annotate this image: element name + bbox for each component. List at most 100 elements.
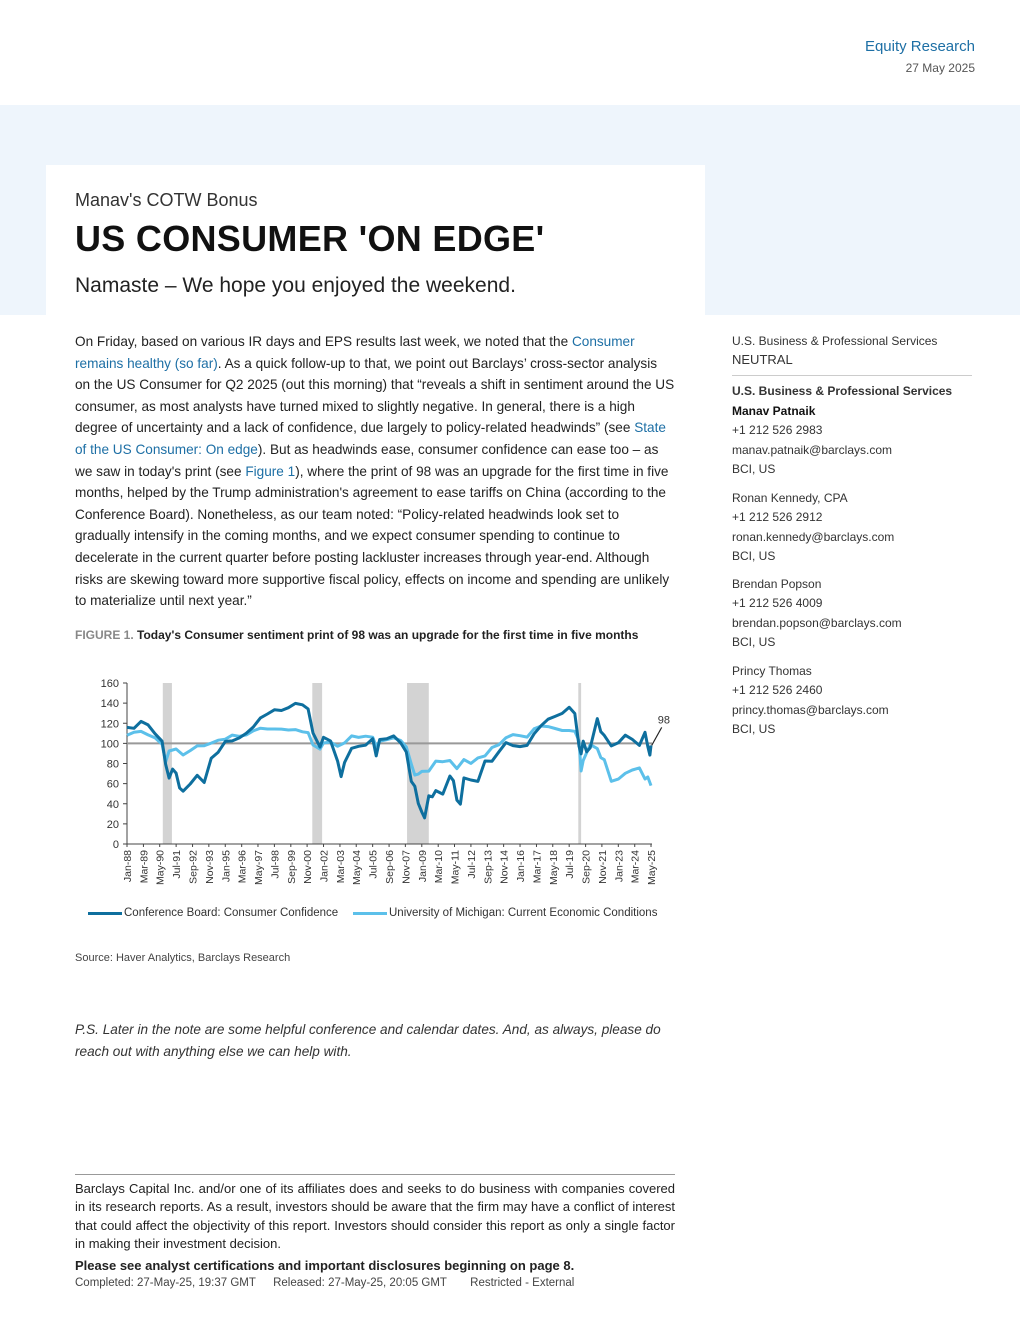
x-tick-label: Jul-05 (368, 850, 380, 879)
analyst-phone: +1 212 526 4009 (732, 596, 823, 611)
analyst-email[interactable]: ronan.kennedy@barclays.com (732, 529, 895, 544)
analyst-phone: +1 212 526 2912 (732, 510, 823, 525)
analyst-card: Princy Thomas +1 212 526 2460 princy.tho… (732, 662, 889, 739)
annotation-label: 98 (658, 714, 670, 726)
figure-source: Source: Haver Analytics, Barclays Resear… (75, 952, 291, 964)
x-tick-label: Nov-93 (204, 850, 216, 884)
analyst-card: Brendan Popson +1 212 526 4009 brendan.p… (732, 575, 902, 652)
x-tick-label: May-25 (646, 850, 658, 885)
y-tick-label: 40 (107, 799, 119, 811)
x-tick-label: Jan-16 (515, 850, 527, 882)
body-paragraph: On Friday, based on various IR days and … (75, 331, 675, 612)
recession-band (407, 683, 429, 844)
y-tick-label: 120 (101, 718, 119, 730)
analyst-card: Ronan Kennedy, CPA +1 212 526 2912 ronan… (732, 489, 894, 566)
page-title: US CONSUMER 'ON EDGE' (75, 218, 545, 259)
legend-label-umich: University of Michigan: Current Economic… (389, 907, 658, 919)
kicker: Manav's COTW Bonus (75, 190, 258, 210)
x-tick-label: Sep-13 (482, 850, 494, 884)
x-tick-label: Mar-96 (237, 850, 249, 883)
x-tick-label: Jan-88 (122, 850, 134, 882)
y-tick-label: 100 (101, 738, 119, 750)
analyst-entity: BCI, US (732, 721, 776, 736)
analyst-name: Princy Thomas (732, 664, 812, 678)
x-tick-label: Mar-89 (138, 850, 150, 883)
x-tick-label: May-97 (253, 850, 265, 885)
body-text-1: On Friday, based on various IR days and … (75, 334, 572, 349)
x-tick-label: Mar-24 (630, 850, 642, 883)
analyst-name: Brendan Popson (732, 577, 822, 591)
y-tick-label: 160 (101, 678, 119, 690)
x-tick-label: Mar-17 (531, 850, 543, 883)
legend-swatch-umich (353, 911, 387, 915)
figure-caption: FIGURE 1. Today's Consumer sentiment pri… (75, 628, 638, 642)
certifications-note: Please see analyst certifications and im… (75, 1258, 575, 1273)
x-tick-label: Jul-98 (269, 850, 281, 879)
x-tick-label: Sep-20 (581, 850, 593, 884)
sidebar-divider (732, 375, 972, 376)
body-text-4: ), where the print of 98 was an upgrade … (75, 463, 670, 609)
analyst-phone: +1 212 526 2460 (732, 683, 823, 698)
x-tick-label: Nov-21 (597, 850, 609, 884)
y-tick-label: 80 (107, 759, 119, 771)
x-tick-label: Sep-99 (286, 850, 298, 884)
y-tick-label: 0 (113, 839, 119, 851)
page-subtitle: Namaste – We hope you enjoyed the weeken… (75, 274, 516, 297)
disclaimer: Barclays Capital Inc. and/or one of its … (75, 1181, 675, 1252)
x-tick-label: Jan-02 (319, 850, 331, 882)
y-tick-label: 60 (107, 779, 119, 791)
analyst-entity: BCI, US (732, 548, 776, 563)
completed-time: Completed: 27-May-25, 19:37 GMT (75, 1277, 256, 1289)
x-tick-label: Sep-92 (188, 850, 200, 884)
legend-item-conference-board: Conference Board: Consumer Confidence (88, 907, 338, 919)
title-card (46, 165, 705, 315)
y-tick-label: 20 (107, 819, 119, 831)
industry-rating: NEUTRAL (732, 352, 793, 367)
body-text-3: ). But as headwinds ease, consumer confi… (75, 441, 659, 479)
x-tick-label: Jul-12 (466, 850, 478, 879)
analyst-email[interactable]: manav.patnaik@barclays.com (732, 442, 893, 457)
x-tick-label: May-04 (351, 850, 363, 885)
analyst-name: Ronan Kennedy, CPA (732, 491, 848, 505)
recession-band (312, 683, 323, 844)
body-text-2: . As a quick follow-up to that, we point… (75, 355, 675, 436)
x-tick-label: Jan-09 (417, 850, 429, 882)
team-link[interactable]: U.S. Business & Professional Services (732, 384, 953, 398)
link-state-of-consumer[interactable]: State of the US Consumer: On edge (75, 420, 666, 457)
x-tick-label: Jan-95 (220, 850, 232, 882)
x-tick-label: Mar-10 (433, 850, 445, 883)
section-label: Equity Research (864, 38, 975, 55)
report-date: 27 May 2025 (905, 61, 975, 75)
x-tick-label: Nov-00 (302, 850, 314, 884)
legend-label-conference-board: Conference Board: Consumer Confidence (124, 907, 339, 919)
footer-divider (75, 1174, 675, 1175)
x-tick-label: May-90 (155, 850, 167, 885)
x-tick-label: Nov-14 (499, 850, 511, 884)
analyst-name: Manav Patnaik (732, 404, 816, 418)
legend-swatch-conference-board (88, 911, 122, 915)
x-tick-label: Jul-91 (171, 850, 183, 879)
conference-board-line (126, 701, 653, 820)
analyst-email[interactable]: brendan.popson@barclays.com (732, 615, 902, 630)
x-tick-label: Nov-07 (400, 850, 412, 884)
analyst-entity: BCI, US (732, 634, 776, 649)
release-meta: Completed: 27-May-25, 19:37 GMT Released… (75, 1277, 588, 1289)
industry-label: U.S. Business & Professional Services (732, 334, 938, 348)
restriction-label: Restricted - External (470, 1277, 575, 1289)
recession-band (162, 683, 172, 844)
analyst-email[interactable]: princy.thomas@barclays.com (732, 702, 889, 717)
annotation-leader (651, 727, 663, 746)
x-tick-label: May-11 (449, 850, 461, 884)
link-consumer-healthy[interactable]: Consumer remains healthy (so far) (75, 334, 635, 371)
analyst-phone: +1 212 526 2983 (732, 423, 823, 438)
link-figure-1[interactable]: Figure 1 (245, 463, 296, 479)
postscript: P.S. Later in the note are some helpful … (75, 1022, 661, 1059)
x-tick-label: May-18 (548, 850, 560, 885)
x-tick-label: Sep-06 (384, 850, 396, 884)
x-tick-label: Jul-19 (564, 850, 576, 879)
y-tick-label: 140 (101, 698, 119, 710)
figure-label: FIGURE 1. (75, 628, 134, 642)
legend-item-umich: University of Michigan: Current Economic… (353, 907, 657, 919)
released-time: Released: 27-May-25, 20:05 GMT (273, 1277, 447, 1289)
x-tick-label: Jan-23 (613, 850, 625, 882)
